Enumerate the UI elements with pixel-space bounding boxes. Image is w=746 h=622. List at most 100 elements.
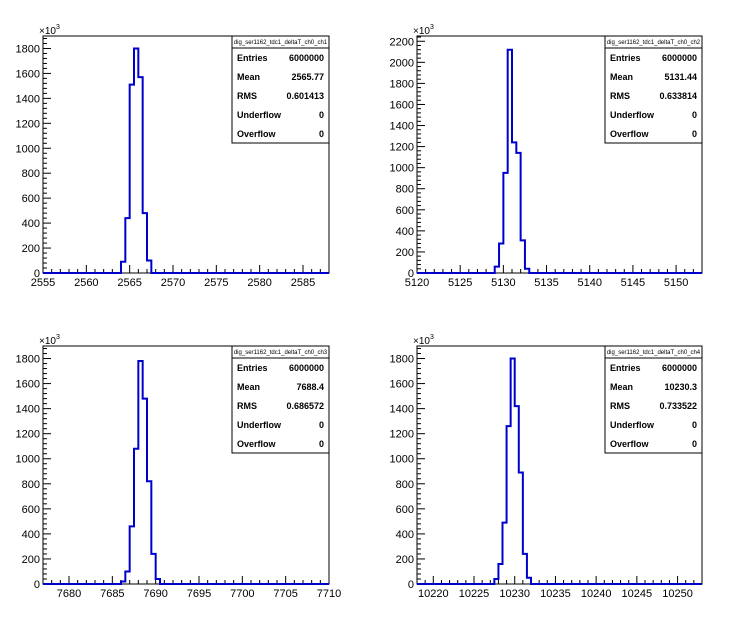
stats-box: dig_ser1162_tdc1_deltaT_ch0_ch2 Entries 60… — [604, 35, 703, 144]
y-tick-label: 200 — [396, 247, 414, 259]
y-tick-label: 200 — [22, 554, 40, 566]
x-tick-label: 5130 — [491, 277, 515, 289]
x-tick-label: 7700 — [230, 588, 254, 600]
y-tick-label: 800 — [396, 184, 414, 196]
y-tick-label: 0 — [34, 268, 40, 280]
stats-value: 0 — [692, 420, 697, 430]
stats-value: 6000000 — [289, 363, 324, 373]
y-tick-label: 1400 — [390, 121, 414, 133]
x-tick-label: 2570 — [161, 277, 185, 289]
y-tick-label: 1600 — [16, 379, 40, 391]
y-tick-label: 1600 — [390, 99, 414, 111]
x-tick-label: 10235 — [540, 588, 571, 600]
y-tick-label: 200 — [396, 554, 414, 566]
x-tick-label: 10230 — [499, 588, 530, 600]
x-tick-label: 5135 — [534, 277, 558, 289]
y-tick-label: 800 — [22, 168, 40, 180]
x-tick-label: 2585 — [291, 277, 315, 289]
x-tick-label: 5125 — [448, 277, 472, 289]
stats-label: Overflow — [237, 129, 277, 139]
y-tick-label: 1200 — [390, 142, 414, 154]
histogram-bin — [512, 142, 516, 273]
x-tick-label: 2560 — [74, 277, 98, 289]
y-tick-label: 400 — [22, 218, 40, 230]
stats-box: dig_ser1162_tdc1_deltaT_ch0_ch3 Entries 60… — [231, 345, 330, 454]
y-tick-label: 1400 — [16, 93, 40, 105]
y-tick-label: 1800 — [16, 354, 40, 366]
stats-label: RMS — [237, 401, 257, 411]
y-tick-label: 2200 — [390, 36, 414, 48]
stats-label: Underflow — [610, 420, 655, 430]
stats-label: Underflow — [237, 420, 282, 430]
y-tick-label: 800 — [22, 479, 40, 491]
stats-value: 0 — [319, 129, 324, 139]
x-tick-label: 7685 — [100, 588, 124, 600]
x-tick-label: 5140 — [577, 277, 601, 289]
stats-box: dig_ser1162_tdc1_deltaT_ch0_ch1 Entries 60… — [231, 35, 330, 144]
y-tick-label: 600 — [22, 193, 40, 205]
stats-label: Mean — [237, 382, 260, 392]
stats-value: 0.601413 — [286, 91, 324, 101]
x-tick-label: 10245 — [622, 588, 653, 600]
x-tick-label: 2580 — [247, 277, 271, 289]
stats-label: Underflow — [237, 110, 282, 120]
stats-label: Mean — [610, 72, 633, 82]
stats-value: 5131.44 — [664, 72, 697, 82]
stats-value: 6000000 — [662, 53, 697, 63]
histogram-panel-ch4: 0 200 400 600 800 1000 1200 1400 1600 1800 10220 10… — [390, 334, 703, 600]
histogram-panel-ch1: 0 200 400 600 800 1000 1200 1400 1600 1800 2555 256… — [16, 24, 330, 289]
stats-label: Overflow — [610, 129, 650, 139]
x-tick-label: 10250 — [662, 588, 693, 600]
x-tick-label: 2565 — [117, 277, 141, 289]
y-tick-label: 1400 — [390, 404, 414, 416]
y-tick-label: 1200 — [16, 118, 40, 130]
x-tick-label: 7710 — [317, 588, 341, 600]
stats-label: Overflow — [610, 439, 650, 449]
stats-label: Mean — [237, 72, 260, 82]
y-tick-label: 1000 — [16, 454, 40, 466]
x-tick-label: 7705 — [273, 588, 297, 600]
x-tick-label: 5145 — [621, 277, 645, 289]
y-tick-label: 1800 — [16, 43, 40, 55]
y-tick-label: 1800 — [390, 354, 414, 366]
histogram-title: dig_ser1162_tdc1_deltaT_ch0_ch1 — [234, 40, 328, 46]
y-tick-label: 1600 — [390, 379, 414, 391]
stats-value: 6000000 — [662, 363, 697, 373]
y-tick-label: 1600 — [16, 68, 40, 80]
stats-value: 10230.3 — [664, 382, 697, 392]
y-tick-label: 1000 — [16, 143, 40, 155]
stats-box-frame — [604, 345, 703, 454]
histogram-series — [43, 360, 329, 585]
stats-label: Entries — [610, 363, 641, 373]
stats-value: 2565.77 — [291, 72, 324, 82]
y-tick-label: 600 — [396, 504, 414, 516]
stats-value: 0 — [319, 439, 324, 449]
y-tick-label: 1400 — [16, 404, 40, 416]
stats-value: 0.733522 — [659, 401, 697, 411]
y-multiplier-label: ×103 — [39, 334, 60, 347]
stats-box-frame — [604, 35, 703, 144]
stats-label: Entries — [237, 363, 268, 373]
x-tick-label: 10225 — [459, 588, 490, 600]
stats-value: 0 — [319, 420, 324, 430]
y-tick-label: 0 — [408, 268, 414, 280]
histogram-panel-ch2: 0 200 400 600 800 1000 1200 1400 1600 1800 2000 220… — [390, 24, 703, 289]
x-tick-label: 2555 — [31, 277, 55, 289]
x-tick-label: 7690 — [143, 588, 167, 600]
x-tick-label: 5120 — [405, 277, 429, 289]
stats-value: 0.633814 — [659, 91, 697, 101]
histogram-series — [417, 357, 702, 585]
y-multiplier-label: ×103 — [413, 334, 434, 347]
y-tick-label: 0 — [34, 579, 40, 591]
histogram-title: dig_ser1162_tdc1_deltaT_ch0_ch3 — [234, 350, 328, 356]
histogram-title: dig_ser1162_tdc1_deltaT_ch0_ch4 — [607, 350, 701, 356]
y-tick-label: 400 — [396, 226, 414, 238]
histogram-panel-ch3: 0 200 400 600 800 1000 1200 1400 1600 1800 7680 768… — [16, 334, 342, 600]
histogram-series — [417, 48, 702, 274]
stats-value: 0.686572 — [286, 401, 324, 411]
y-multiplier-label: ×103 — [39, 24, 60, 37]
y-tick-label: 0 — [408, 579, 414, 591]
x-tick-label: 7680 — [57, 588, 81, 600]
stats-box-frame — [231, 345, 330, 454]
